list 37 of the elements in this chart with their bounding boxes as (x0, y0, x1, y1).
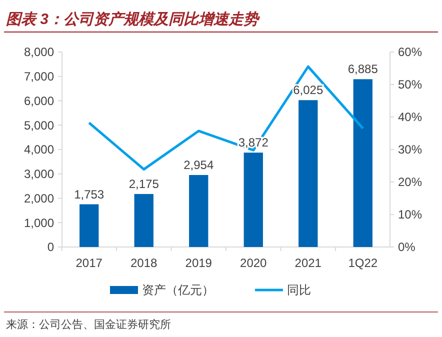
x-tick-label: 2019 (185, 256, 212, 270)
y-tick-label: 7,000 (24, 70, 54, 84)
bar (80, 204, 99, 247)
x-tick-label: 1Q22 (348, 256, 378, 270)
y2-tick-label: 50% (398, 78, 422, 92)
bar (189, 174, 208, 247)
y-tick-label: 2,000 (24, 191, 54, 206)
data-label: 6,025 (293, 83, 324, 98)
x-tick-label: 2021 (294, 256, 322, 270)
data-label: 2,175 (128, 176, 160, 191)
y2-tick-label: 10% (398, 208, 422, 222)
y2-tick-label: 60% (398, 45, 422, 60)
source-note: 来源：公司公告、国金证券研究所 (6, 318, 171, 331)
data-label: 1,753 (74, 187, 104, 202)
y-tick-label: 3,000 (24, 167, 54, 182)
chart-title: 图表 3：公司资产规模及同比增速走势 (6, 10, 261, 28)
y-tick-label: 5,000 (24, 118, 54, 132)
y-tick-label: 6,000 (24, 94, 54, 108)
y-tick-label: 1,000 (24, 216, 54, 230)
y2-tick-label: 40% (398, 110, 422, 124)
y-tick-label: 0 (47, 240, 54, 254)
y2-tick-label: 20% (398, 175, 422, 190)
x-tick-label: 2020 (240, 256, 268, 270)
y-tick-label: 8,000 (24, 45, 54, 60)
y-tick-label: 4,000 (24, 142, 54, 157)
x-tick-label: 2017 (76, 256, 103, 270)
legend-label: 资产（亿元） (142, 283, 214, 298)
y2-tick-label: 30% (398, 142, 422, 157)
y2-tick-label: 0% (398, 240, 416, 254)
bar (353, 79, 372, 247)
legend-label: 同比 (287, 283, 311, 298)
x-tick-label: 2018 (130, 256, 158, 270)
bar (298, 100, 318, 247)
bar (134, 194, 154, 247)
data-label: 2,954 (184, 158, 214, 172)
bar (244, 152, 263, 247)
data-label: 6,885 (348, 62, 378, 76)
